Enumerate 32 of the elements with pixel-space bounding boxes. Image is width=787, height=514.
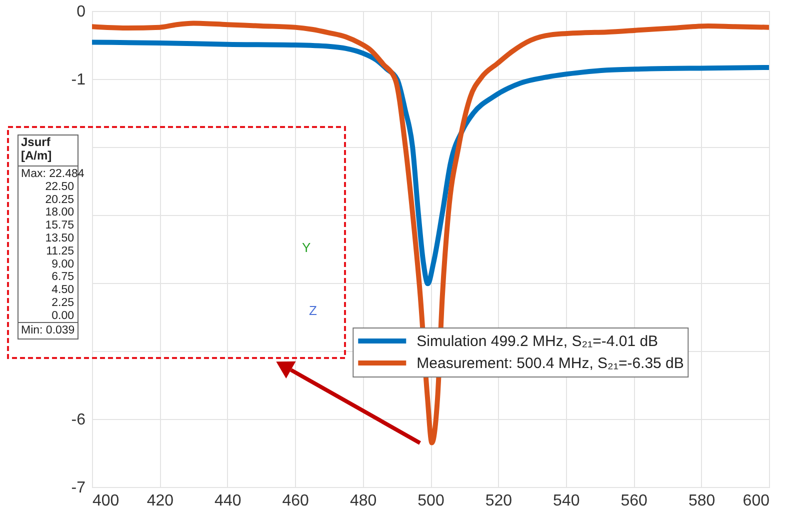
y-tick-label: 0 — [76, 4, 86, 20]
x-tick-label: 560 — [620, 492, 648, 510]
text: 0.00 — [52, 310, 74, 322]
x-tick-label: 580 — [688, 492, 716, 510]
text: 4.50 — [52, 284, 74, 296]
x-tick-label: 540 — [553, 492, 580, 510]
text: 6.75 — [52, 271, 74, 284]
x-tick-label: 400 — [92, 492, 120, 510]
text: 18.00 — [45, 206, 74, 219]
y-tick-label: -7 — [71, 480, 86, 496]
x-tick-label: 600 — [742, 492, 770, 510]
text: Jsurf [A/m] — [21, 135, 52, 162]
y-tick-label: -6 — [71, 412, 86, 428]
text: 22.50 — [45, 180, 74, 193]
x-tick-label: 420 — [146, 492, 174, 510]
x-tick-label: 500 — [418, 492, 444, 510]
legend-label: Simulation 499.2 MHz, S₂₁=-4.01 dB — [416, 333, 658, 350]
y-tick-label: -1 — [71, 72, 86, 88]
annotation: Z — [309, 303, 317, 318]
text: 11.25 — [46, 245, 74, 258]
text: 15.75 — [45, 220, 74, 232]
x-tick-label: 440 — [214, 492, 242, 510]
text: 2.25 — [52, 297, 74, 309]
legend-label: Measurement: 500.4 MHz, S₂₁=-6.35 dB — [416, 355, 684, 372]
text: 13.50 — [45, 232, 74, 244]
text: 9.00 — [52, 258, 74, 270]
x-tick-label: 460 — [282, 492, 310, 510]
annotation: Y — [302, 240, 311, 255]
text: 20.25 — [45, 194, 74, 206]
text: Min: 0.039 — [21, 324, 75, 336]
x-tick-label: 480 — [350, 492, 377, 510]
x-tick-label: 520 — [485, 492, 512, 510]
